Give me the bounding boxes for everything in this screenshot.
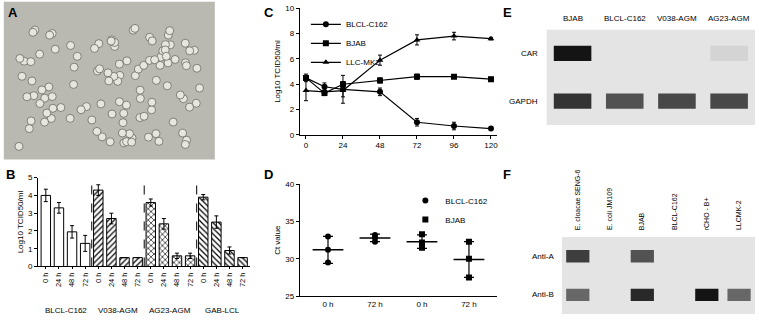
svg-text:72 h: 72 h [133,272,142,287]
svg-text:2: 2 [290,105,295,114]
svg-text:48 h: 48 h [120,272,129,287]
svg-text:Anti-B: Anti-B [532,290,554,299]
svg-text:0 h: 0 h [94,272,103,282]
svg-text:E. coli JM109: E. coli JM109 [606,188,613,230]
svg-text:Anti-A: Anti-A [532,252,554,261]
svg-text:BJAB: BJAB [346,39,366,48]
svg-text:BLCL-C162: BLCL-C162 [45,306,87,315]
svg-text:BLCL-C162: BLCL-C162 [671,193,678,230]
svg-text:3: 3 [28,209,33,218]
svg-text:5: 5 [28,173,33,182]
svg-text:10: 10 [285,4,294,13]
svg-text:BJAB: BJAB [638,212,645,230]
svg-text:6: 6 [290,55,295,64]
svg-text:LLC-MK2: LLC-MK2 [346,58,380,67]
svg-text:72: 72 [413,141,422,150]
svg-text:1: 1 [28,245,33,254]
svg-text:E: E [503,5,512,20]
svg-text:LLCMK-2: LLCMK-2 [735,200,742,230]
svg-text:96: 96 [450,141,459,150]
svg-text:AG23-AGM: AG23-AGM [708,14,750,23]
svg-text:24 h: 24 h [212,272,221,287]
svg-text:24 h: 24 h [159,272,168,287]
svg-text:30: 30 [285,255,294,264]
svg-text:D: D [264,167,273,182]
svg-text:0: 0 [28,262,33,271]
svg-text:BLCL-C162: BLCL-C162 [346,20,388,29]
svg-text:BJAB: BJAB [445,216,465,225]
svg-text:CAR: CAR [521,49,538,58]
svg-text:4: 4 [28,191,33,200]
svg-text:0 h: 0 h [322,300,333,309]
svg-text:48: 48 [376,141,385,150]
svg-text:4: 4 [290,80,295,89]
svg-text:72 h: 72 h [81,272,90,287]
svg-text:AG23-AGM: AG23-AGM [149,306,191,315]
svg-text:72 h: 72 h [186,272,195,287]
svg-text:35: 35 [285,217,294,226]
svg-text:GAB-LCL: GAB-LCL [205,306,240,315]
svg-text:Log10 TCID50/ml: Log10 TCID50/ml [16,191,25,254]
svg-text:48 h: 48 h [67,272,76,287]
svg-text:24: 24 [339,141,348,150]
svg-text:24 h: 24 h [107,272,116,287]
svg-text:BLCL-C162: BLCL-C162 [604,14,646,23]
svg-text:E. cloacae SENG-6: E. cloacae SENG-6 [574,169,581,230]
svg-text:Ct value: Ct value [273,225,282,255]
svg-text:72 h: 72 h [461,300,477,309]
svg-text:A: A [8,5,18,20]
svg-text:2: 2 [28,227,33,236]
svg-text:40: 40 [285,180,294,189]
svg-text:72 h: 72 h [367,300,383,309]
svg-text:48 h: 48 h [225,272,234,287]
svg-text:8: 8 [290,29,295,38]
svg-text:120: 120 [484,141,498,150]
svg-text:0: 0 [304,141,309,150]
svg-text:0 h: 0 h [41,272,50,282]
svg-text:BLCL-C162: BLCL-C162 [445,197,487,206]
svg-text:0 h: 0 h [146,272,155,282]
svg-text:0 h: 0 h [199,272,208,282]
svg-text:rCHO - B+: rCHO - B+ [703,197,710,230]
svg-text:0 h: 0 h [416,300,427,309]
svg-text:V038-AGM: V038-AGM [657,14,697,23]
svg-text:C: C [264,5,274,20]
svg-text:F: F [503,167,511,182]
svg-text:GAPDH: GAPDH [509,97,538,106]
svg-text:72 h: 72 h [238,272,247,287]
svg-text:BJAB: BJAB [563,14,583,23]
svg-text:Log10 TCID50/ml: Log10 TCID50/ml [273,40,282,103]
svg-text:25: 25 [285,292,294,301]
svg-text:24 h: 24 h [54,272,63,287]
svg-text:48 h: 48 h [172,272,181,287]
svg-text:0: 0 [290,131,295,140]
svg-text:B: B [6,167,15,182]
svg-text:V038-AGM: V038-AGM [98,306,138,315]
